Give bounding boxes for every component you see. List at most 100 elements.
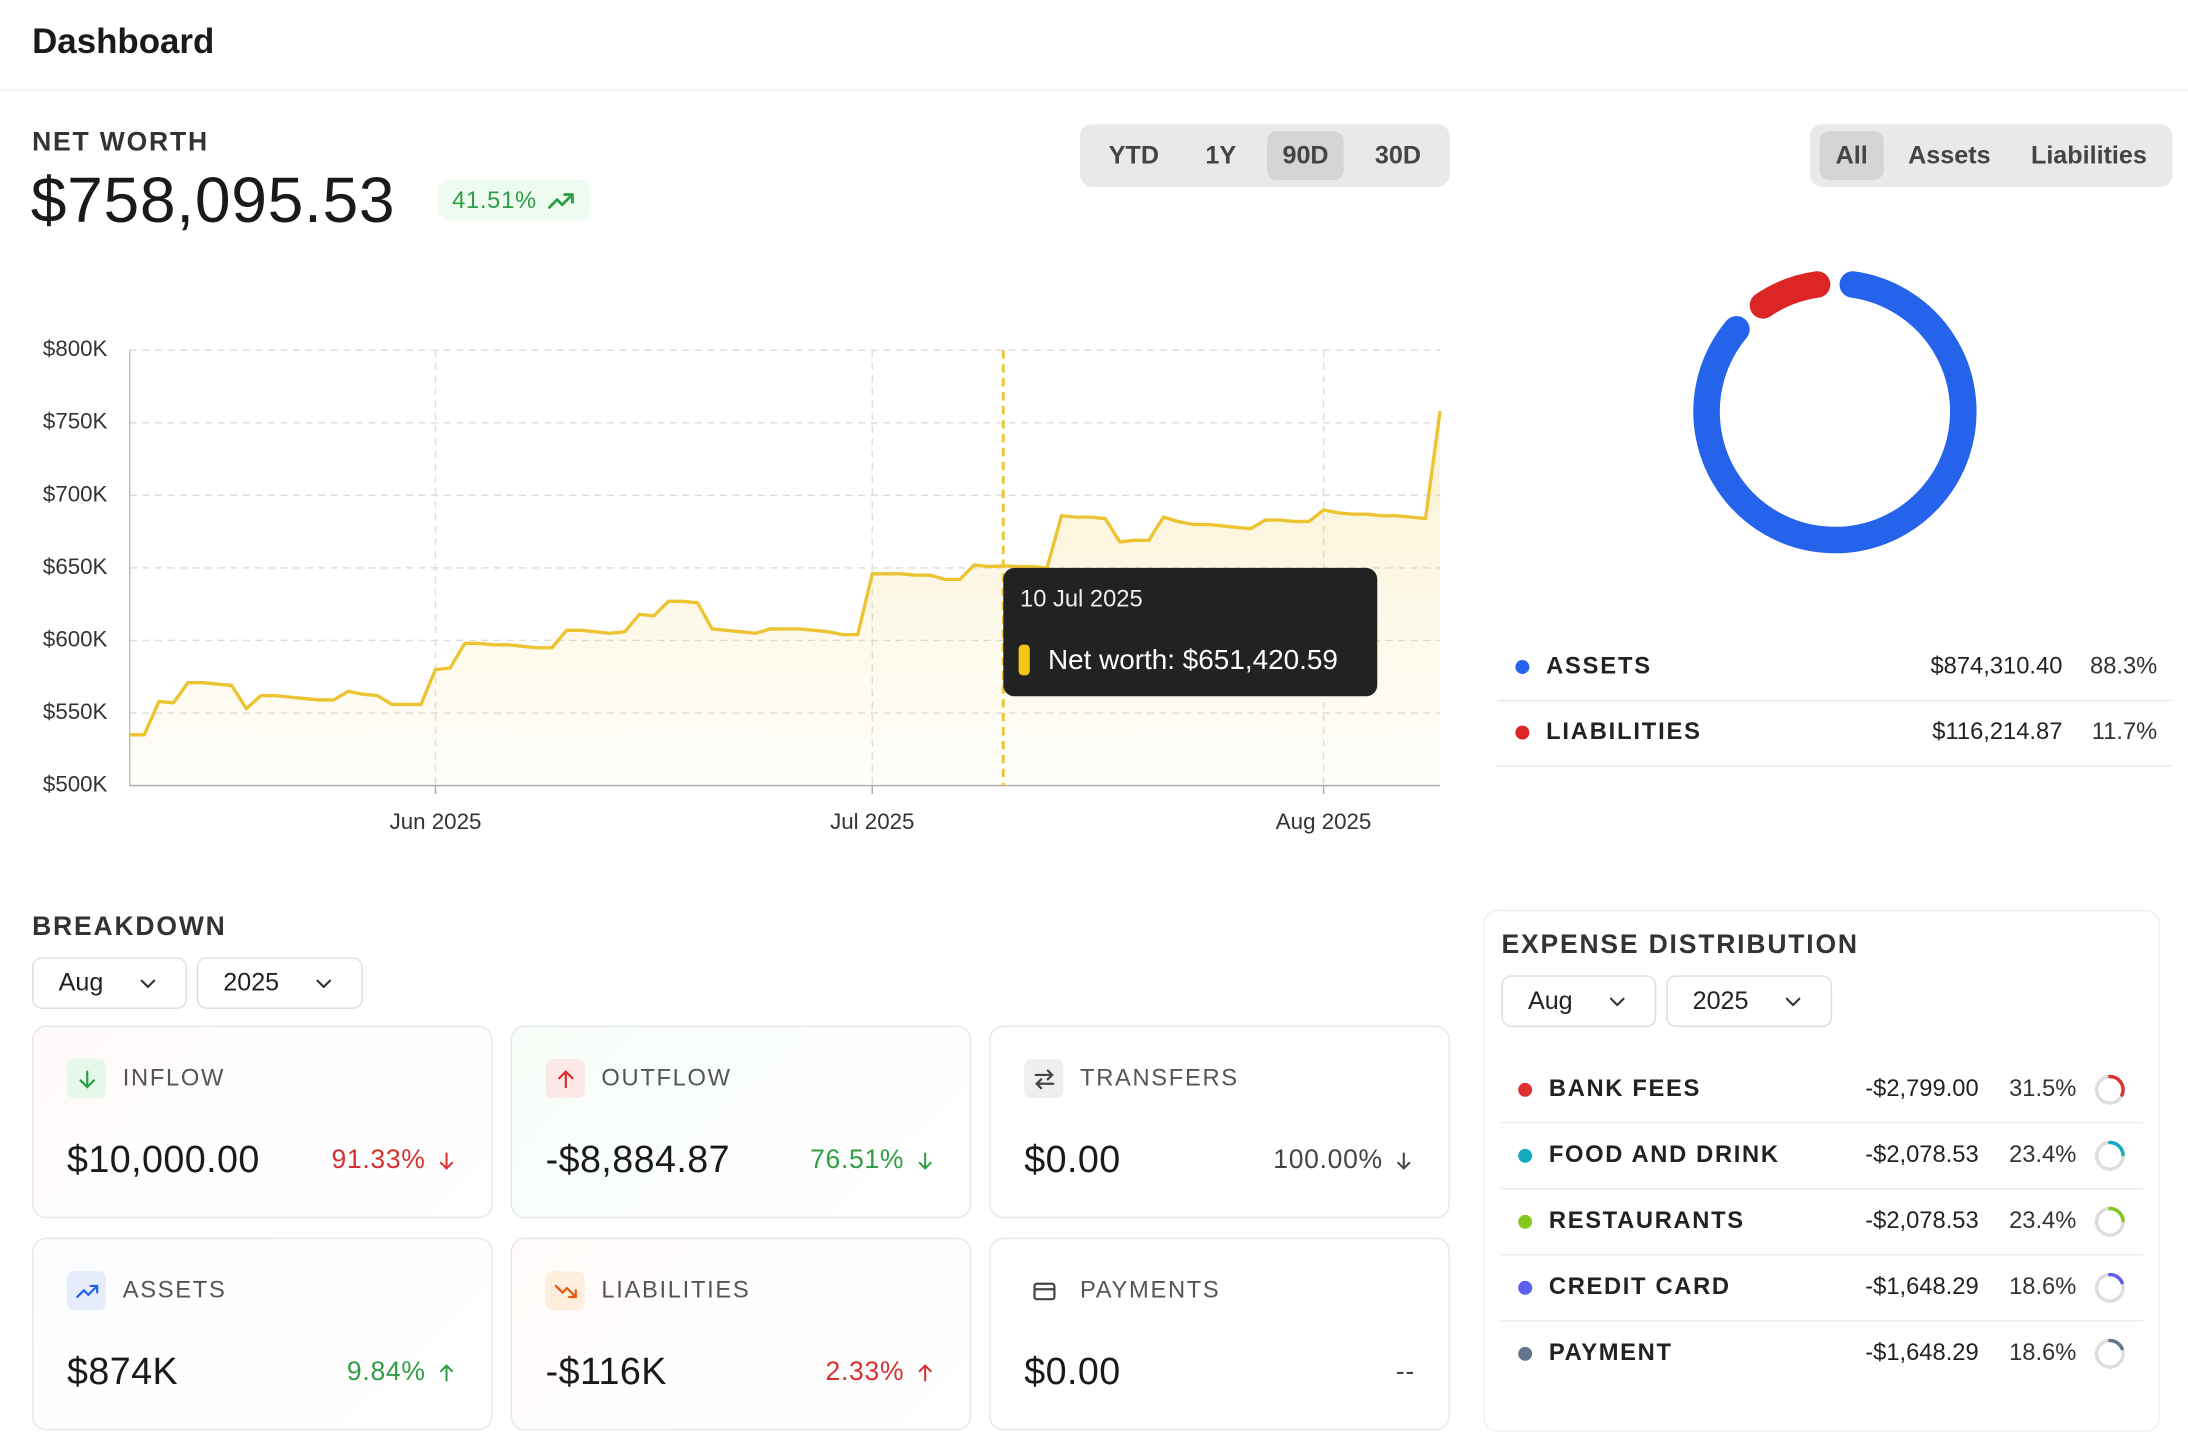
icon	[547, 192, 574, 209]
y-tick-label: $600K	[43, 626, 108, 651]
icon	[554, 1284, 577, 1298]
icon	[439, 1152, 454, 1170]
expense-name: FOOD AND DRINK	[1549, 1142, 1780, 1168]
percent-ring	[2108, 1272, 2124, 1285]
card-change: 100.00%	[1273, 1146, 1415, 1177]
icon	[140, 978, 156, 988]
tab-button[interactable]: 30D	[1374, 140, 1422, 169]
card-label: LIABILITIES	[601, 1276, 751, 1304]
legend-dot	[1518, 1280, 1533, 1295]
legend-dot	[1518, 1082, 1533, 1097]
legend-dot	[1518, 1346, 1533, 1361]
percent-ring	[2108, 1074, 2125, 1097]
expense-pct: 18.6%	[2009, 1340, 2076, 1366]
y-tick-label: $750K	[43, 409, 108, 434]
select-value: 2025	[223, 968, 280, 997]
tooltip-text: Net worth: $651,420.59	[1048, 644, 1338, 675]
tab-group: YTD 1Y 90D 30D	[1080, 124, 1450, 187]
card-change: 9.84%	[347, 1358, 458, 1389]
card-label: INFLOW	[122, 1064, 226, 1092]
change-value: 9.84%	[346, 1357, 426, 1388]
change-value: 41.51%	[452, 186, 537, 213]
net-worth-line	[129, 410, 1442, 737]
tab-button[interactable]: YTD	[1108, 140, 1160, 169]
section-title: NET WORTH	[32, 128, 209, 158]
icon	[918, 1364, 932, 1382]
tab-group: All Assets Liabilities	[1809, 124, 2173, 187]
icon	[75, 1284, 98, 1298]
expense-name: RESTAURANTS	[1549, 1208, 1745, 1234]
expense-pct: 23.4%	[2009, 1208, 2076, 1234]
card-change: --	[1396, 1358, 1415, 1389]
y-tick-label: $700K	[43, 481, 108, 506]
expense-amount: -$2,799.00	[1865, 1076, 1978, 1102]
donut-segment	[1749, 271, 1831, 319]
icon	[1785, 997, 1801, 1006]
tooltip	[1003, 567, 1378, 697]
tab-button[interactable]: Liabilities	[2030, 140, 2147, 169]
percent-ring	[2108, 1206, 2125, 1223]
tab-button[interactable]: 1Y	[1205, 140, 1237, 169]
card-value: $0.00	[1024, 1138, 1121, 1181]
expense-pct: 23.4%	[2009, 1142, 2076, 1168]
y-tick-label: $650K	[43, 554, 108, 579]
legend-dot	[1518, 1214, 1533, 1229]
legend-pct: 88.3%	[2090, 653, 2157, 679]
change-value: 2.33%	[825, 1357, 905, 1388]
tooltip-swatch	[1018, 644, 1030, 676]
stat-card: TRANSFERS $0.00 100.00%	[989, 1025, 1450, 1219]
select[interactable]: Aug	[1501, 975, 1657, 1028]
y-tick-label: $550K	[43, 699, 108, 724]
expense-amount: -$2,078.53	[1865, 1208, 1978, 1234]
card-label: TRANSFERS	[1080, 1064, 1239, 1092]
legend-label: ASSETS	[1546, 653, 1652, 679]
expense-amount: -$1,648.29	[1865, 1274, 1978, 1300]
section-title: EXPENSE DISTRIBUTION	[1501, 930, 1859, 961]
stat-card: PAYMENTS $0.00 --	[989, 1237, 1450, 1431]
x-tick-label: Jun 2025	[390, 809, 482, 834]
section-title: BREAKDOWN	[32, 912, 227, 942]
card-icon	[1024, 1271, 1064, 1311]
expense-name: CREDIT CARD	[1549, 1274, 1731, 1300]
icon	[1033, 1068, 1054, 1089]
card-value: $874K	[66, 1350, 179, 1393]
card-label: ASSETS	[122, 1276, 227, 1304]
legend-amount: $116,214.87	[1932, 719, 2062, 745]
tab-button[interactable]: 90D	[1267, 131, 1344, 181]
expense-name: PAYMENT	[1549, 1340, 1673, 1366]
tab-button[interactable]: Assets	[1908, 140, 1991, 169]
card-icon	[66, 1059, 107, 1099]
card-icon	[545, 1059, 585, 1099]
percent-ring	[2108, 1338, 2124, 1351]
select-value: Aug	[1527, 986, 1573, 1015]
change-badge: 41.51%	[438, 180, 590, 221]
icon	[557, 1069, 573, 1088]
icon	[1609, 997, 1625, 1006]
percent-ring	[2108, 1140, 2125, 1157]
card-value: $0.00	[1024, 1350, 1121, 1393]
panel	[1483, 909, 2161, 1432]
y-tick-label: $800K	[43, 336, 108, 361]
select-value: 2025	[1692, 986, 1749, 1015]
stat-card: ASSETS $874K 9.84%	[32, 1237, 493, 1431]
expense-amount: -$2,078.53	[1865, 1142, 1978, 1168]
card-label: PAYMENTS	[1080, 1276, 1221, 1304]
page-title: Dashboard	[32, 22, 215, 62]
net-worth-value: $758,095.53	[30, 163, 396, 236]
change-value: --	[1395, 1357, 1415, 1388]
select[interactable]: 2025	[1666, 975, 1833, 1028]
expense-amount: -$1,648.29	[1865, 1340, 1978, 1366]
tab-button[interactable]: All	[1820, 131, 1884, 181]
y-tick-label: $500K	[43, 772, 108, 797]
change-value: 76.51%	[810, 1145, 905, 1175]
select[interactable]: 2025	[196, 957, 363, 1009]
stat-card: LIABILITIES -$116K 2.33%	[510, 1237, 972, 1431]
header-divider	[0, 89, 2188, 91]
legend-dot	[1515, 660, 1530, 674]
card-change: 91.33%	[331, 1146, 457, 1177]
card-icon	[66, 1271, 107, 1311]
select[interactable]: Aug	[32, 957, 187, 1009]
select-value: Aug	[58, 968, 104, 997]
legend-pct: 11.7%	[2092, 719, 2158, 745]
